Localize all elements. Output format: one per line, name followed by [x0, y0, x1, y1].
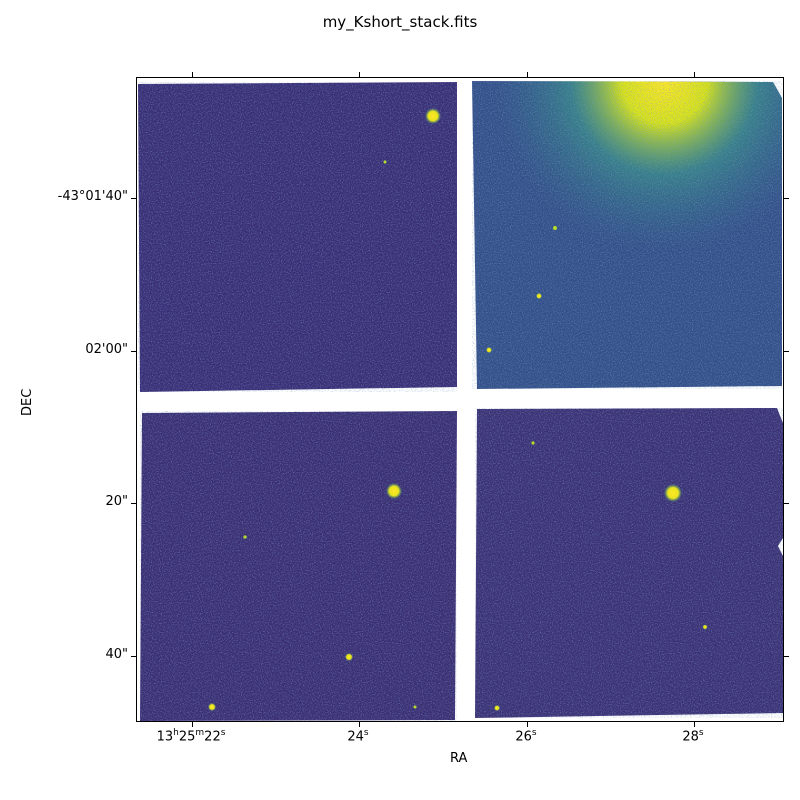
y-tick-label: 40": [105, 647, 128, 662]
star-small: [413, 705, 417, 709]
left-tick: [131, 198, 137, 199]
star-small: [383, 160, 387, 164]
fits-image: [138, 81, 783, 721]
star-small: [243, 535, 247, 539]
right-tick: [783, 198, 789, 199]
x-tick-label: 28s: [682, 728, 704, 745]
right-tick: [783, 351, 789, 352]
bottom-tick: [192, 721, 193, 727]
star-small: [494, 705, 500, 711]
star-small: [702, 624, 708, 630]
bottom-tick: [694, 721, 695, 727]
x-tick-label: 26s: [515, 728, 537, 745]
y-tick-label: 02'00": [85, 342, 128, 357]
top-tick: [192, 72, 193, 78]
detector-chip-bottom-left: [140, 411, 457, 721]
x-axis-title: RA: [450, 751, 468, 766]
right-tick: [783, 656, 789, 657]
star-bottom-left-corner: [208, 703, 216, 711]
left-tick: [131, 503, 137, 504]
left-tick: [131, 351, 137, 352]
bottom-tick: [359, 721, 360, 727]
image-axes: [131, 72, 789, 727]
top-tick: [359, 72, 360, 78]
bright-star-lower-right-quadrant: [664, 484, 682, 502]
star-small: [536, 293, 542, 299]
detector-chip-top-right: [472, 81, 782, 389]
bright-star-top-left-quadrant: [425, 108, 441, 124]
star-small: [486, 347, 492, 353]
star-lower-left-small: [345, 653, 353, 661]
y-tick-label: 20": [105, 494, 128, 509]
star-small: [531, 441, 535, 445]
top-tick: [694, 72, 695, 78]
detector-chip-top-left: [138, 82, 457, 392]
x-tick-label: 13h25m22s: [156, 728, 226, 745]
star-small: [553, 226, 557, 230]
right-tick: [783, 503, 789, 504]
figure-title: my_Kshort_stack.fits: [322, 13, 478, 31]
y-axis-title: DEC: [20, 388, 35, 416]
top-tick: [527, 72, 528, 78]
bright-star-lower-left-quadrant: [386, 483, 402, 499]
x-tick-label: 24s: [347, 728, 369, 745]
bottom-tick: [527, 721, 528, 727]
left-tick: [131, 656, 137, 657]
detector-chip-bottom-right: [475, 408, 783, 718]
y-tick-label: -43°01'40": [57, 189, 128, 204]
